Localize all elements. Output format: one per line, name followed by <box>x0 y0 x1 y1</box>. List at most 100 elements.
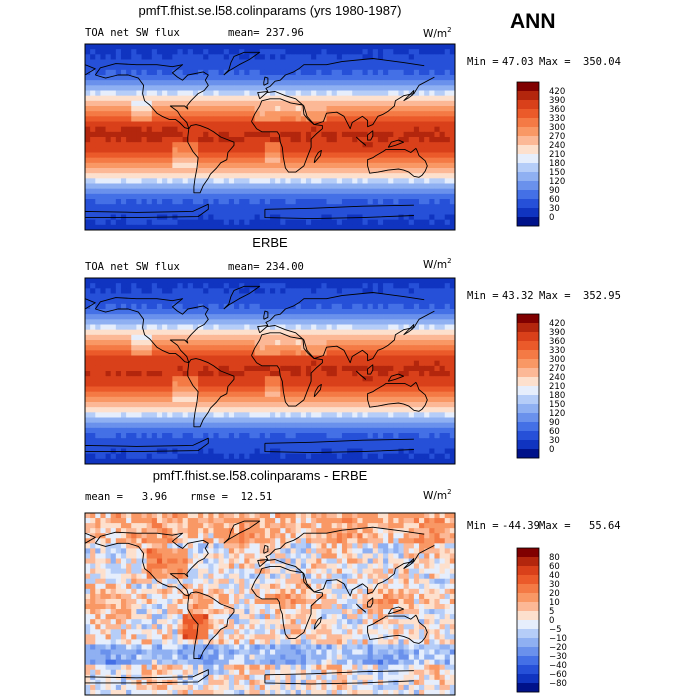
map-cell <box>408 157 415 164</box>
map-cell <box>249 396 255 403</box>
map-cell <box>208 334 214 341</box>
map-cell <box>126 80 132 86</box>
map-cell <box>326 288 333 294</box>
map-cell <box>372 386 379 393</box>
map-cell <box>136 309 142 315</box>
map-cell <box>218 314 225 320</box>
map-cell <box>239 152 245 159</box>
map-cell <box>377 407 384 413</box>
map-cell <box>105 329 112 336</box>
map-cell <box>187 188 194 195</box>
map-cell <box>110 433 117 439</box>
map-cell <box>305 396 312 403</box>
map-cell <box>115 402 122 408</box>
map-cell <box>105 334 112 341</box>
map-cell <box>429 106 435 112</box>
map-cell <box>388 64 394 71</box>
map-cell <box>198 49 204 55</box>
map-cell <box>362 111 369 117</box>
map-cell <box>218 193 225 200</box>
map-cell <box>434 152 440 159</box>
map-cell <box>131 298 137 305</box>
map-cell <box>270 371 276 377</box>
map-cell <box>239 288 245 294</box>
map-cell <box>90 293 96 300</box>
map-cell <box>141 100 148 107</box>
map-cell <box>403 365 410 372</box>
map-cell <box>100 54 106 60</box>
map-cell <box>424 193 430 200</box>
map-cell <box>90 152 96 159</box>
map-cell <box>182 152 189 159</box>
map-cell <box>280 142 286 148</box>
map-cell <box>372 360 379 367</box>
map-cell <box>367 355 374 362</box>
map-cell <box>131 407 137 413</box>
map-cell <box>239 293 245 300</box>
map-cell <box>393 162 399 169</box>
map-cell <box>172 329 178 336</box>
map-cell <box>326 365 333 372</box>
map-cell <box>95 168 101 174</box>
map-cell <box>439 314 446 320</box>
map-cell <box>141 288 148 294</box>
map-cell <box>223 157 230 164</box>
map-cell <box>285 121 291 128</box>
map-cell <box>275 183 281 190</box>
map-cell <box>393 85 399 91</box>
map-cell <box>377 95 384 102</box>
map-cell <box>321 64 327 71</box>
map-cell <box>213 116 220 122</box>
map-cell <box>449 303 455 310</box>
map-cell <box>367 204 374 210</box>
map-cell <box>249 345 255 351</box>
map-cell <box>177 376 184 382</box>
map-cell <box>172 402 178 408</box>
map-cell <box>254 90 261 97</box>
map-cell <box>290 340 297 346</box>
map-cell <box>295 137 302 143</box>
map-cell <box>290 298 297 305</box>
map-cell <box>424 288 430 294</box>
map-cell <box>429 224 435 230</box>
map-cell <box>110 288 117 294</box>
map-cell <box>444 75 451 81</box>
map-cell <box>95 100 101 107</box>
map-cell <box>383 90 389 97</box>
map-cell <box>398 162 405 169</box>
map-cell <box>90 314 96 320</box>
map-cell <box>218 59 225 66</box>
map-cell <box>367 376 374 382</box>
map-cell <box>300 407 307 413</box>
map-cell <box>213 147 220 153</box>
map-cell <box>126 396 132 403</box>
map-cell <box>434 162 440 169</box>
map-cell <box>372 126 379 133</box>
map-cell <box>192 334 199 341</box>
map-cell <box>115 80 122 86</box>
map-cell <box>413 278 420 284</box>
map-cell <box>290 324 297 331</box>
map-cell <box>408 95 415 102</box>
map-cell <box>300 147 307 153</box>
map-cell <box>449 309 455 315</box>
map-cell <box>172 90 178 97</box>
map-cell <box>434 365 440 372</box>
map-cell <box>305 69 312 76</box>
map-cell <box>403 44 410 50</box>
map-cell <box>223 147 230 153</box>
map-cell <box>419 59 425 66</box>
map-cell <box>362 162 369 169</box>
map-cell <box>347 116 353 122</box>
map-cell <box>162 111 168 117</box>
map-cell <box>203 407 209 413</box>
map-cell <box>234 407 240 413</box>
map-cell <box>270 54 276 60</box>
map-cell <box>136 111 142 117</box>
map-cell <box>362 340 369 346</box>
colorbar-tick-label: 300 <box>549 123 565 133</box>
map-cell <box>357 54 363 60</box>
map-cell <box>228 309 235 315</box>
map-cell <box>372 303 379 310</box>
map-cell <box>90 219 96 226</box>
